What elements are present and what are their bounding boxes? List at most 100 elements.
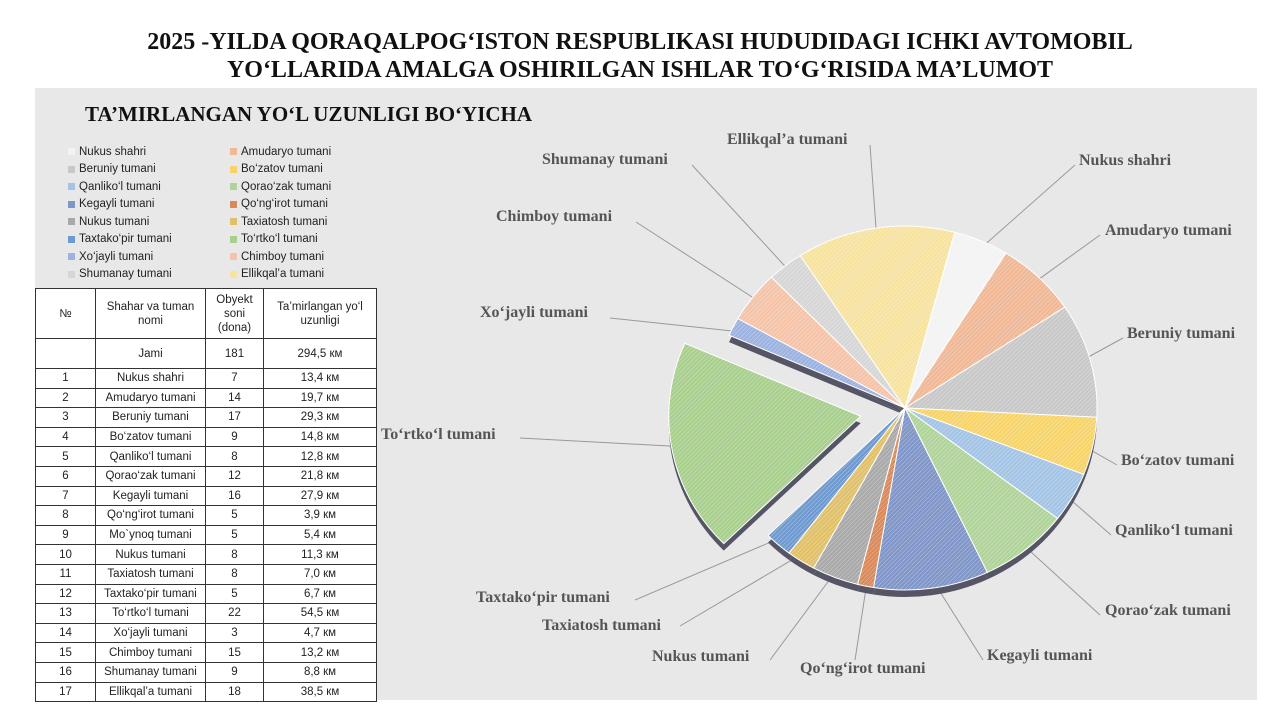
header-name: Shahar va tuman nomi [95, 288, 206, 339]
legend-item: Bo‘zatov tumani [230, 161, 368, 179]
total-row: Jami 181 294,5 км [35, 338, 377, 369]
legend-swatch [230, 218, 237, 226]
legend-label: Qanliko‘l tumani [79, 180, 161, 193]
slice-label: Chimboy tumani [496, 208, 613, 225]
leader-line [679, 549, 809, 627]
cell-name: Shumanay tumani [95, 661, 206, 683]
pie-slice [668, 342, 862, 545]
legend-swatch [68, 253, 75, 261]
slice-label: Qorao‘zak tumani [1105, 602, 1231, 619]
table-row: 11 Taxiatosh tumani 8 7,0 км [35, 563, 377, 585]
cell-length: 12,8 км [263, 446, 377, 467]
legend-item: Amudaryo tumani [230, 143, 368, 161]
page-title: 2025 -YILDA QORAQALPOG‘ISTON RESPUBLIKAS… [0, 28, 1280, 84]
legend-swatch [68, 218, 75, 226]
pie-slice [799, 225, 956, 410]
legend-item: Ellikqal’a tumani [230, 266, 368, 284]
pie-slice [903, 306, 1098, 418]
pie-slice [872, 406, 989, 591]
slice-label: Taxiatosh tumani [542, 617, 661, 634]
slice-label: To‘rtko‘l tumani [381, 426, 496, 443]
total-label: Jami [95, 338, 206, 369]
data-table: № Shahar va tuman nomi Obyekt soni (dona… [35, 288, 377, 703]
legend-item: Qorao‘zak tumani [230, 178, 368, 196]
leader-line [1028, 234, 1101, 287]
legend-label: Kegayli tumani [79, 198, 155, 211]
table-row: 17 Ellikqal’a tumani 18 38,5 км [35, 681, 377, 703]
legend-item: Nukus shahri [68, 143, 230, 161]
slice-label: Beruniy tumani [1127, 325, 1236, 342]
leader-line [975, 164, 1076, 253]
legend-label: Nukus tumani [79, 215, 150, 228]
legend-swatch [68, 270, 75, 278]
cell-length: 11,3 км [263, 544, 377, 565]
legend-swatch [68, 235, 75, 243]
legend-item: Qanliko‘l tumani [68, 178, 230, 196]
legend-label: Bo‘zatov tumani [241, 163, 323, 176]
leader-line [691, 164, 795, 277]
slice-label: Kegayli tumani [987, 647, 1093, 664]
cell-name: Nukus tumani [95, 544, 206, 565]
cell-length: 13,2 км [263, 642, 377, 663]
legend-item: Kegayli tumani [68, 196, 230, 214]
slice-label: Amudaryo tumani [1105, 222, 1232, 239]
table-row: 8 Qo‘ng‘irot tumani 5 3,9 км [35, 505, 377, 526]
pie-slice [904, 407, 1098, 476]
leader-line [869, 144, 878, 241]
slice-label: Ellikqal’a tumani [727, 131, 848, 148]
legend-label: Qo‘ng‘irot tumani [241, 198, 328, 211]
chart-legend: Nukus shahri Amudaryo tumani Beruniy tuman… [68, 143, 368, 283]
legend-item: Taxiatosh tumani [230, 213, 368, 231]
legend-swatch [230, 148, 237, 156]
slice-label: Xo‘jayli tumani [480, 304, 588, 321]
table-row: 6 Qorao‘zak tumani 12 21,8 км [35, 465, 377, 487]
slice-label: Nukus shahri [1079, 152, 1172, 169]
cell-name: Kegayli tumani [95, 485, 206, 507]
slice-label: Qo‘ng‘irot tumani [800, 660, 926, 677]
cell-name: Chimboy tumani [95, 642, 206, 663]
total-number [35, 338, 96, 369]
legend-swatch [68, 165, 75, 173]
legend-item: To‘rtko‘l tumani [230, 231, 368, 249]
leader-line [609, 317, 746, 333]
table-row: 14 Xo‘jayli tumani 3 4,7 км [35, 622, 377, 644]
legend-item: Nukus tumani [68, 213, 230, 231]
legend-item: Beruniy tumani [68, 161, 230, 179]
leader-line [519, 437, 686, 448]
legend-swatch [230, 165, 237, 173]
table-row: 1 Nukus shahri 7 13,4 км [35, 368, 377, 389]
total-count: 181 [205, 338, 264, 369]
legend-swatch [230, 183, 237, 191]
table-row: 15 Chimboy tumani 15 13,2 км [35, 642, 377, 663]
leader-line [635, 221, 764, 305]
table-row: 13 To‘rtko‘l tumani 22 54,5 км [35, 603, 377, 624]
cell-name: Taxtako‘pir tumani [95, 583, 206, 605]
legend-swatch [230, 270, 237, 278]
cell-length: 21,8 км [263, 465, 377, 487]
legend-item: Shumanay tumani [68, 266, 230, 284]
legend-label: To‘rtko‘l tumani [241, 233, 318, 246]
table-row: 4 Bo‘zatov tumani 9 14,8 км [35, 426, 377, 448]
title-line-2: YO‘LLARIDA AMALGA OSHIRILGAN ISHLAR TO‘G… [226, 57, 1054, 83]
table-row: 10 Nukus tumani 8 11,3 км [35, 544, 377, 565]
legend-label: Qorao‘zak tumani [241, 180, 332, 193]
slice-label: Bo‘zatov tumani [1121, 452, 1235, 469]
legend-label: Beruniy tumani [79, 163, 156, 176]
slice-label: Shumanay tumani [542, 151, 668, 168]
cell-name: Ellikqal’a tumani [95, 681, 206, 703]
header-length: Ta’mirlangan yo‘l uzunligi [263, 288, 377, 339]
pie-slice [767, 407, 906, 554]
leader-line [634, 534, 788, 601]
title-line-1: 2025 -YILDA QORAQALPOG‘ISTON RESPUBLIKAS… [147, 29, 1133, 55]
table-row: 2 Amudaryo tumani 14 19,7 км [35, 387, 377, 409]
legend-item: Chimboy tumani [230, 248, 368, 266]
legend-swatch [68, 200, 75, 208]
table-row: 16 Shumanay tumani 9 8,8 км [35, 661, 377, 683]
legend-label: Nukus shahri [79, 145, 147, 158]
legend-label: Xo‘jayli tumani [79, 250, 154, 263]
legend-label: Amudaryo tumani [241, 145, 332, 158]
legend-swatch [230, 200, 237, 208]
legend-label: Taxiatosh tumani [241, 215, 328, 228]
cell-number: 13 [35, 603, 96, 624]
